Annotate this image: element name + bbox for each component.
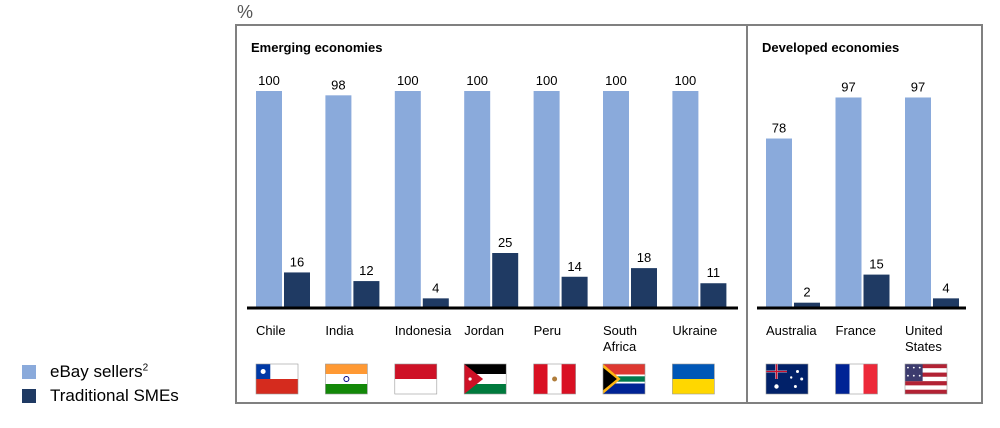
data-label-france-traditional: 15 bbox=[869, 257, 883, 272]
bar-australia-ebay bbox=[766, 138, 792, 307]
category-label-chile: Chile bbox=[256, 323, 286, 338]
bar-united-states-ebay bbox=[905, 97, 931, 307]
data-label-ukraine-ebay: 100 bbox=[675, 73, 697, 88]
data-label-jordan-traditional: 25 bbox=[498, 235, 512, 250]
south-africa-flag-icon bbox=[602, 363, 646, 395]
category-label-france: France bbox=[836, 323, 876, 338]
data-label-united-states-ebay: 97 bbox=[911, 79, 925, 94]
data-label-australia-traditional: 2 bbox=[803, 285, 810, 300]
bar-jordan-ebay bbox=[464, 91, 491, 307]
bar-indonesia-ebay bbox=[394, 91, 421, 307]
bar-united-states-traditional bbox=[933, 298, 959, 307]
data-label-indonesia-traditional: 4 bbox=[432, 280, 439, 295]
panel-title-developed: Developed economies bbox=[762, 40, 900, 55]
legend-text-ebay: eBay sellers bbox=[50, 362, 143, 381]
percent-unit-label: % bbox=[237, 2, 254, 22]
data-label-france-ebay: 97 bbox=[841, 79, 855, 94]
data-label-peru-ebay: 100 bbox=[536, 73, 558, 88]
data-label-india-ebay: 98 bbox=[331, 77, 345, 92]
data-label-australia-ebay: 78 bbox=[772, 121, 786, 136]
data-label-south-africa-traditional: 18 bbox=[637, 250, 651, 265]
category-label-south-africa: South Africa bbox=[603, 323, 637, 354]
legend-swatch-ebay bbox=[22, 365, 36, 379]
indonesia-flag-icon bbox=[394, 363, 438, 395]
legend-label-traditional: Traditional SMEs bbox=[50, 386, 179, 405]
category-label-australia: Australia bbox=[766, 323, 817, 338]
jordan-flag-icon bbox=[463, 363, 507, 395]
category-label-jordan: Jordan bbox=[464, 323, 504, 338]
data-label-peru-traditional: 14 bbox=[567, 259, 581, 274]
legend-footnote: 2 bbox=[142, 362, 149, 374]
bar-chile-ebay bbox=[256, 91, 282, 307]
category-label-united-states: United States bbox=[905, 323, 943, 354]
bar-chile-traditional bbox=[284, 272, 310, 307]
bar-ukraine-traditional bbox=[700, 283, 727, 307]
australia-flag-icon bbox=[765, 363, 809, 395]
bar-australia-traditional bbox=[794, 302, 820, 307]
legend-swatch-traditional bbox=[22, 389, 36, 403]
data-label-indonesia-ebay: 100 bbox=[397, 73, 419, 88]
india-flag-icon bbox=[325, 363, 368, 395]
bar-jordan-traditional bbox=[492, 253, 519, 307]
bar-india-traditional bbox=[353, 281, 380, 307]
bar-ukraine-ebay bbox=[672, 91, 699, 307]
ukraine-flag-icon bbox=[672, 363, 715, 395]
data-label-india-traditional: 12 bbox=[359, 263, 373, 278]
data-label-chile-traditional: 16 bbox=[290, 254, 304, 269]
france-flag-icon bbox=[835, 363, 878, 395]
bar-india-ebay bbox=[325, 95, 352, 307]
category-label-indonesia: Indonesia bbox=[395, 323, 452, 338]
panel-title-emerging: Emerging economies bbox=[251, 40, 383, 55]
data-label-jordan-ebay: 100 bbox=[466, 73, 488, 88]
bar-indonesia-traditional bbox=[422, 298, 449, 307]
category-label-india: India bbox=[325, 323, 354, 338]
category-label-peru: Peru bbox=[534, 323, 561, 338]
data-label-south-africa-ebay: 100 bbox=[605, 73, 627, 88]
usa-flag-icon bbox=[904, 363, 948, 395]
bar-peru-ebay bbox=[533, 91, 560, 307]
data-label-united-states-traditional: 4 bbox=[942, 280, 949, 295]
data-label-chile-ebay: 100 bbox=[258, 73, 280, 88]
bar-france-traditional bbox=[863, 274, 890, 307]
peru-flag-icon bbox=[533, 363, 576, 395]
bar-south-africa-ebay bbox=[603, 91, 629, 307]
panel-developed-economies: Developed economies bbox=[746, 24, 983, 404]
data-label-ukraine-traditional: 11 bbox=[707, 265, 721, 280]
bar-peru-traditional bbox=[561, 276, 588, 307]
bar-france-ebay bbox=[835, 97, 862, 307]
category-label-ukraine: Ukraine bbox=[672, 323, 717, 338]
bar-south-africa-traditional bbox=[631, 268, 657, 307]
chile-flag-icon bbox=[255, 363, 299, 395]
legend-label-ebay: eBay sellers2 bbox=[50, 362, 148, 382]
